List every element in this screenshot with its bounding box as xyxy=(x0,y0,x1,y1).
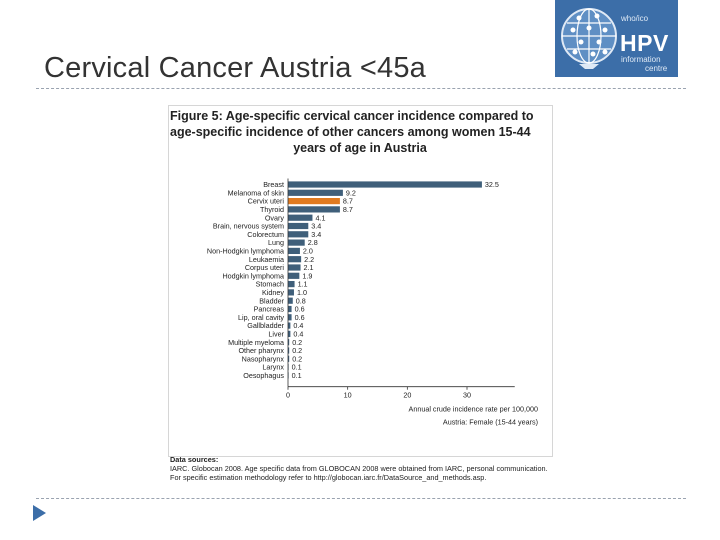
value-label-1: 9.2 xyxy=(346,188,356,197)
value-label-10: 2.1 xyxy=(304,263,314,272)
title-divider xyxy=(36,88,686,89)
figure-panel xyxy=(168,105,553,457)
category-label-13: Kidney xyxy=(262,288,284,297)
value-label-13: 1.0 xyxy=(297,288,307,297)
globe-icon xyxy=(561,8,617,69)
value-label-3: 8.7 xyxy=(343,205,353,214)
hpv-centre-logo: who/ico HPV information centre xyxy=(555,0,678,77)
category-label-2: Cervix uteri xyxy=(248,197,285,206)
bar-15 xyxy=(288,305,292,313)
value-label-8: 2.0 xyxy=(303,247,313,256)
value-label-19: 0.2 xyxy=(292,338,302,347)
bar-11 xyxy=(288,272,300,279)
figure-title-line-1: Figure 5: Age-specific cervical cancer i… xyxy=(170,109,534,123)
category-label-20: Other pharynx xyxy=(238,346,284,355)
logo-text-centre: centre xyxy=(645,64,668,73)
logo-text-information: information xyxy=(621,55,661,64)
bar-19 xyxy=(288,339,290,346)
x-axis-label: Annual crude incidence rate per 100,000 xyxy=(409,405,538,414)
bar-20 xyxy=(288,347,290,354)
value-label-16: 0.6 xyxy=(295,313,305,322)
value-label-9: 2.2 xyxy=(304,255,314,264)
bar-8 xyxy=(288,247,300,254)
category-label-10: Corpus uteri xyxy=(245,263,285,272)
bullet-arrow-icon xyxy=(33,505,46,521)
category-label-15: Pancreas xyxy=(254,305,285,314)
bar-16 xyxy=(288,314,292,321)
category-label-23: Oesophagus xyxy=(243,371,284,380)
category-label-3: Thyroid xyxy=(260,205,284,214)
bar-13 xyxy=(288,289,294,296)
figure-title-line-2: age-specific incidence of other cancers … xyxy=(170,125,531,139)
logo-text-hpv: HPV xyxy=(620,30,669,56)
x-tick-label-0: 0 xyxy=(286,391,290,400)
sources-line-1: IARC. Globocan 2008. Age specific data f… xyxy=(170,464,548,473)
bar-4 xyxy=(288,214,313,221)
data-sources: Data sources: IARC. Globocan 2008. Age s… xyxy=(170,455,570,482)
value-label-6: 3.4 xyxy=(311,230,321,239)
bar-17 xyxy=(288,322,291,329)
bar-5 xyxy=(288,222,309,230)
category-label-11: Hodgkin lymphoma xyxy=(222,271,284,280)
category-label-22: Larynx xyxy=(262,363,284,372)
logo-text-who-ico: who/ico xyxy=(621,14,649,23)
value-label-14: 0.8 xyxy=(296,296,306,305)
bar-12 xyxy=(288,281,295,288)
value-label-7: 2.8 xyxy=(308,238,318,247)
category-label-16: Lip, oral cavity xyxy=(238,313,284,322)
sources-heading: Data sources: xyxy=(170,455,219,464)
value-label-4: 4.1 xyxy=(315,213,325,222)
category-label-5: Brain, nervous system xyxy=(213,222,284,231)
value-label-21: 0.2 xyxy=(292,354,302,363)
x-tick-label-1: 10 xyxy=(344,391,352,400)
bar-21 xyxy=(288,355,290,362)
bar-18 xyxy=(288,330,291,337)
bar-7 xyxy=(288,239,305,246)
value-label-5: 3.4 xyxy=(311,222,321,231)
figure-title-line-3: years of age in Austria xyxy=(293,141,427,155)
population-note: Austria: Female (15-44 years) xyxy=(443,418,538,427)
x-tick-label-3: 30 xyxy=(463,391,471,400)
slide-title: Cervical Cancer Austria <45a xyxy=(44,52,426,84)
category-label-7: Lung xyxy=(268,238,284,247)
value-label-23: 0.1 xyxy=(292,371,302,380)
category-label-12: Stomach xyxy=(256,280,284,289)
value-label-12: 1.1 xyxy=(298,280,308,289)
footer-divider xyxy=(36,498,686,499)
value-label-0: 32.5 xyxy=(485,180,499,189)
bar-2 xyxy=(288,198,340,205)
value-label-17: 0.4 xyxy=(293,321,303,330)
value-label-11: 1.9 xyxy=(302,271,312,280)
category-label-21: Nasopharynx xyxy=(242,354,285,363)
bar-1 xyxy=(288,189,343,196)
category-label-0: Breast xyxy=(263,180,284,189)
category-label-19: Multiple myeloma xyxy=(228,338,284,347)
value-label-20: 0.2 xyxy=(292,346,302,355)
category-label-9: Leukaemia xyxy=(249,255,284,264)
category-label-8: Non-Hodgkin lymphoma xyxy=(207,247,284,256)
bar-6 xyxy=(288,231,309,238)
bar-0 xyxy=(288,181,482,188)
category-label-17: Gallbladder xyxy=(247,321,284,330)
bar-9 xyxy=(288,256,302,263)
x-tick-label-2: 20 xyxy=(403,391,411,400)
value-label-18: 0.4 xyxy=(293,330,303,339)
value-label-22: 0.1 xyxy=(292,363,302,372)
category-label-14: Bladder xyxy=(259,296,284,305)
category-label-1: Melanoma of skin xyxy=(228,188,284,197)
bar-10 xyxy=(288,264,301,271)
category-label-18: Liver xyxy=(268,330,284,339)
category-label-4: Ovary xyxy=(265,213,285,222)
bar-14 xyxy=(288,297,293,304)
value-label-2: 8.7 xyxy=(343,197,353,206)
bar-3 xyxy=(288,206,340,213)
value-label-15: 0.6 xyxy=(295,305,305,314)
figure-title: Figure 5: Age-specific cervical cancer i… xyxy=(170,108,550,156)
sources-line-2: For specific estimation methodology refe… xyxy=(170,473,487,482)
category-label-6: Colorectum xyxy=(247,230,284,239)
